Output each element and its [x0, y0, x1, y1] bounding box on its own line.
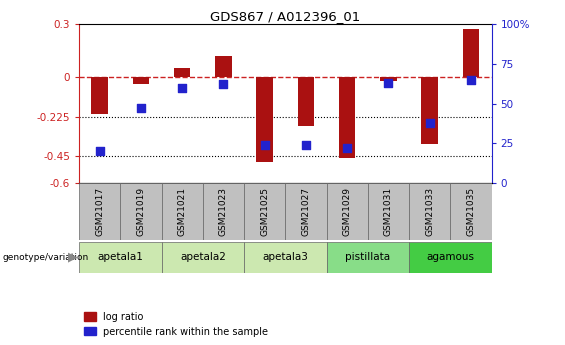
Point: [384, 80, 393, 86]
Bar: [244, 241, 327, 273]
Point: [302, 142, 311, 148]
Bar: [203, 183, 244, 240]
Text: pistillata: pistillata: [345, 252, 390, 262]
Legend: log ratio, percentile rank within the sample: log ratio, percentile rank within the sa…: [84, 312, 268, 337]
Text: apetala2: apetala2: [180, 252, 226, 262]
Point: [178, 85, 187, 90]
Bar: [120, 183, 162, 240]
Bar: [421, 77, 438, 144]
Text: GSM21025: GSM21025: [260, 187, 269, 236]
Bar: [174, 68, 190, 77]
Bar: [162, 183, 203, 240]
Bar: [339, 77, 355, 158]
Point: [467, 77, 476, 82]
Point: [95, 148, 105, 154]
Bar: [244, 183, 285, 240]
Bar: [133, 77, 149, 84]
Text: agamous: agamous: [427, 252, 474, 262]
Point: [219, 82, 228, 87]
Bar: [409, 183, 450, 240]
Bar: [257, 77, 273, 162]
Text: genotype/variation: genotype/variation: [3, 253, 89, 262]
Text: apetala1: apetala1: [97, 252, 144, 262]
Text: GSM21029: GSM21029: [343, 187, 351, 236]
Bar: [162, 241, 244, 273]
Point: [425, 120, 434, 125]
Bar: [409, 241, 492, 273]
Point: [260, 142, 270, 148]
Bar: [327, 183, 368, 240]
Bar: [215, 56, 232, 77]
Text: GSM21027: GSM21027: [302, 187, 310, 236]
Text: GSM21033: GSM21033: [425, 187, 434, 236]
Bar: [79, 183, 120, 240]
Bar: [79, 241, 162, 273]
Text: GSM21017: GSM21017: [95, 187, 104, 236]
Text: ▶: ▶: [67, 250, 77, 264]
Text: GSM21031: GSM21031: [384, 187, 393, 236]
Text: GSM21019: GSM21019: [137, 187, 145, 236]
Bar: [450, 183, 492, 240]
Text: GSM21021: GSM21021: [178, 187, 186, 236]
Point: [342, 145, 351, 151]
Text: GSM21035: GSM21035: [467, 187, 475, 236]
Text: apetala3: apetala3: [262, 252, 308, 262]
Bar: [327, 241, 409, 273]
Point: [137, 106, 146, 111]
Bar: [463, 29, 479, 77]
Bar: [285, 183, 327, 240]
Bar: [92, 77, 108, 114]
Title: GDS867 / A012396_01: GDS867 / A012396_01: [210, 10, 360, 23]
Bar: [368, 183, 409, 240]
Bar: [298, 77, 314, 126]
Text: GSM21023: GSM21023: [219, 187, 228, 236]
Bar: [380, 77, 397, 81]
